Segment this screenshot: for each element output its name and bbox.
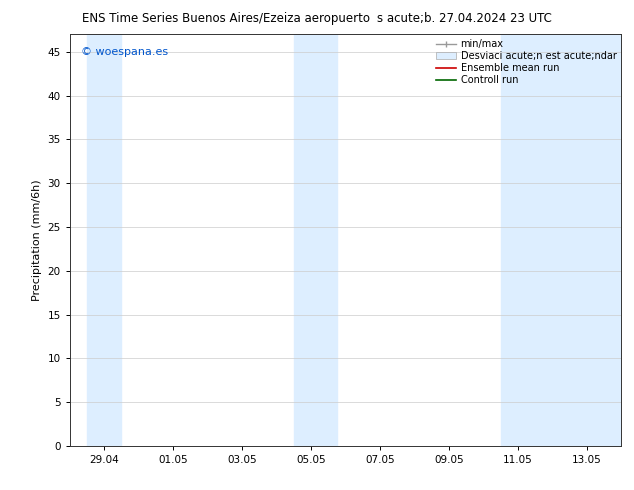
Bar bbox=[87, 34, 122, 446]
Text: © woespana.es: © woespana.es bbox=[81, 47, 168, 57]
Bar bbox=[294, 34, 337, 446]
Legend: min/max, Desviaci acute;n est acute;ndar, Ensemble mean run, Controll run: min/max, Desviaci acute;n est acute;ndar… bbox=[434, 37, 618, 87]
Bar bbox=[501, 34, 621, 446]
Text: ENS Time Series Buenos Aires/Ezeiza aeropuerto: ENS Time Series Buenos Aires/Ezeiza aero… bbox=[82, 12, 370, 25]
Y-axis label: Precipitation (mm/6h): Precipitation (mm/6h) bbox=[32, 179, 42, 301]
Text: s acute;b. 27.04.2024 23 UTC: s acute;b. 27.04.2024 23 UTC bbox=[377, 12, 552, 25]
